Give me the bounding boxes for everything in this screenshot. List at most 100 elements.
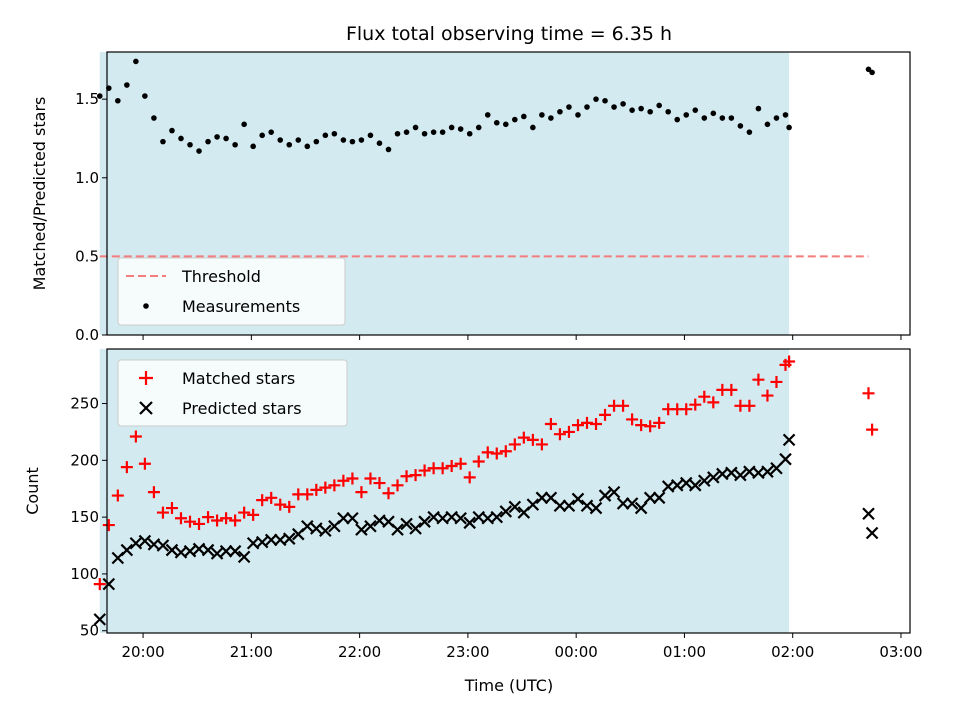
measurement-point (304, 143, 311, 150)
measurement-point (629, 107, 635, 113)
predicted-star-point (364, 519, 377, 533)
measurement-point (584, 104, 590, 110)
measurement-point (439, 129, 446, 135)
matched-star-point (138, 457, 151, 470)
measurement-point (782, 112, 789, 118)
matched-star-point (725, 383, 738, 396)
x-tick-label: 23:00 (446, 643, 489, 661)
matched-star-point (436, 462, 449, 475)
matched-star-point (707, 396, 720, 409)
matched-star-point (400, 470, 413, 483)
predicted-star-point (210, 547, 224, 560)
predicted-star-point (201, 543, 215, 557)
measurement-point (710, 110, 717, 117)
measurement-point (187, 141, 193, 148)
matched-star-point (409, 469, 422, 482)
measurement-point (548, 115, 554, 121)
predicted-star-point (454, 511, 467, 525)
matched-star-point (319, 481, 332, 494)
predicted-star-point (865, 526, 879, 540)
measurement-point (115, 97, 121, 104)
y-tick-label: 1.0 (75, 169, 99, 187)
predicted-star-point (508, 500, 522, 514)
predicted-star-point (409, 522, 422, 535)
predicted-star-point (535, 491, 549, 505)
y-tick-label: 150 (70, 508, 99, 526)
matched-star-point (590, 417, 603, 430)
measurement-point (728, 115, 735, 121)
top-axis-ticks: 0.0 0.5 1.0 1.5 (75, 90, 902, 344)
legend-predicted-swatch (139, 401, 153, 415)
matched-star-point (635, 419, 648, 432)
bottom-legend: Matched stars Predicted stars (117, 359, 348, 427)
matched-star-point (454, 457, 467, 470)
measurement-point (196, 148, 202, 154)
measurement-point (277, 137, 284, 143)
legend-measurements-label: Measurements (182, 297, 300, 316)
measurement-point (530, 124, 536, 131)
predicted-star-point (319, 524, 332, 538)
measurement-point (151, 115, 157, 121)
measurement-point (313, 138, 320, 145)
y-tick-label: 200 (70, 451, 99, 469)
measurement-point (575, 112, 581, 118)
measurement-point (124, 82, 130, 88)
measurement-point (557, 108, 563, 115)
measurement-point (169, 127, 175, 134)
matched-star-point (508, 438, 521, 451)
measurement-point (349, 138, 356, 145)
matched-star-point (310, 483, 323, 496)
matched-star-point (862, 387, 875, 400)
predicted-star-point (400, 517, 413, 531)
count-points (93, 355, 879, 626)
bottom-plot-frame (106, 348, 911, 634)
predicted-star-point (264, 533, 278, 547)
matched-star-point (644, 420, 657, 433)
predicted-star-point (688, 479, 702, 492)
matched-star-point (211, 514, 224, 527)
matched-star-point (193, 517, 206, 530)
matched-star-point (680, 403, 693, 416)
measurement-point (250, 143, 256, 150)
predicted-star-point (698, 474, 711, 488)
predicted-star-point (779, 452, 792, 466)
chart-title: Flux total observing time = 6.35 h (346, 23, 672, 45)
measurement-point (647, 108, 653, 115)
measurement-point (385, 146, 392, 153)
measurement-point (376, 140, 383, 146)
measurement-point (755, 105, 762, 112)
measurement-point (475, 124, 482, 131)
matched-star-point (544, 417, 557, 430)
matched-star-point (599, 408, 612, 421)
bottom-panel: 50 100 150 200 250 20:00 21:00 22:00 23:00 00:00 0… (23, 348, 923, 695)
bottom-axis-ticks: 50 100 150 200 250 20:00 21:00 22:00 23:00 00:00 0… (70, 395, 922, 661)
predicted-star-point (93, 613, 107, 626)
measurement-point (259, 132, 265, 139)
predicted-star-point (625, 497, 639, 510)
matched-star-point (373, 477, 386, 490)
matched-star-point (391, 479, 404, 492)
matched-star-point (535, 438, 548, 451)
matched-star-point (111, 489, 124, 502)
measurement-point (484, 112, 491, 118)
matched-star-point (571, 419, 584, 432)
predicted-star-point (526, 498, 540, 511)
matched-star-point (174, 512, 187, 525)
measurement-point (331, 130, 338, 137)
x-tick-label: 22:00 (338, 643, 381, 661)
predicted-star-point (138, 534, 152, 548)
matched-star-point (184, 515, 197, 528)
measurement-point (295, 137, 302, 143)
measurement-point (214, 134, 220, 140)
measurement-point (205, 138, 211, 145)
predicted-star-point (183, 544, 197, 558)
predicted-star-point (643, 491, 657, 505)
predicted-star-point (679, 476, 693, 490)
predicted-star-point (463, 516, 476, 530)
legend-threshold-label: Threshold (181, 267, 261, 286)
matched-star-point (490, 447, 503, 460)
measurement-point (232, 141, 238, 148)
matched-star-point (346, 472, 359, 485)
matched-star-point (220, 512, 233, 525)
predicted-star-point (282, 532, 296, 545)
